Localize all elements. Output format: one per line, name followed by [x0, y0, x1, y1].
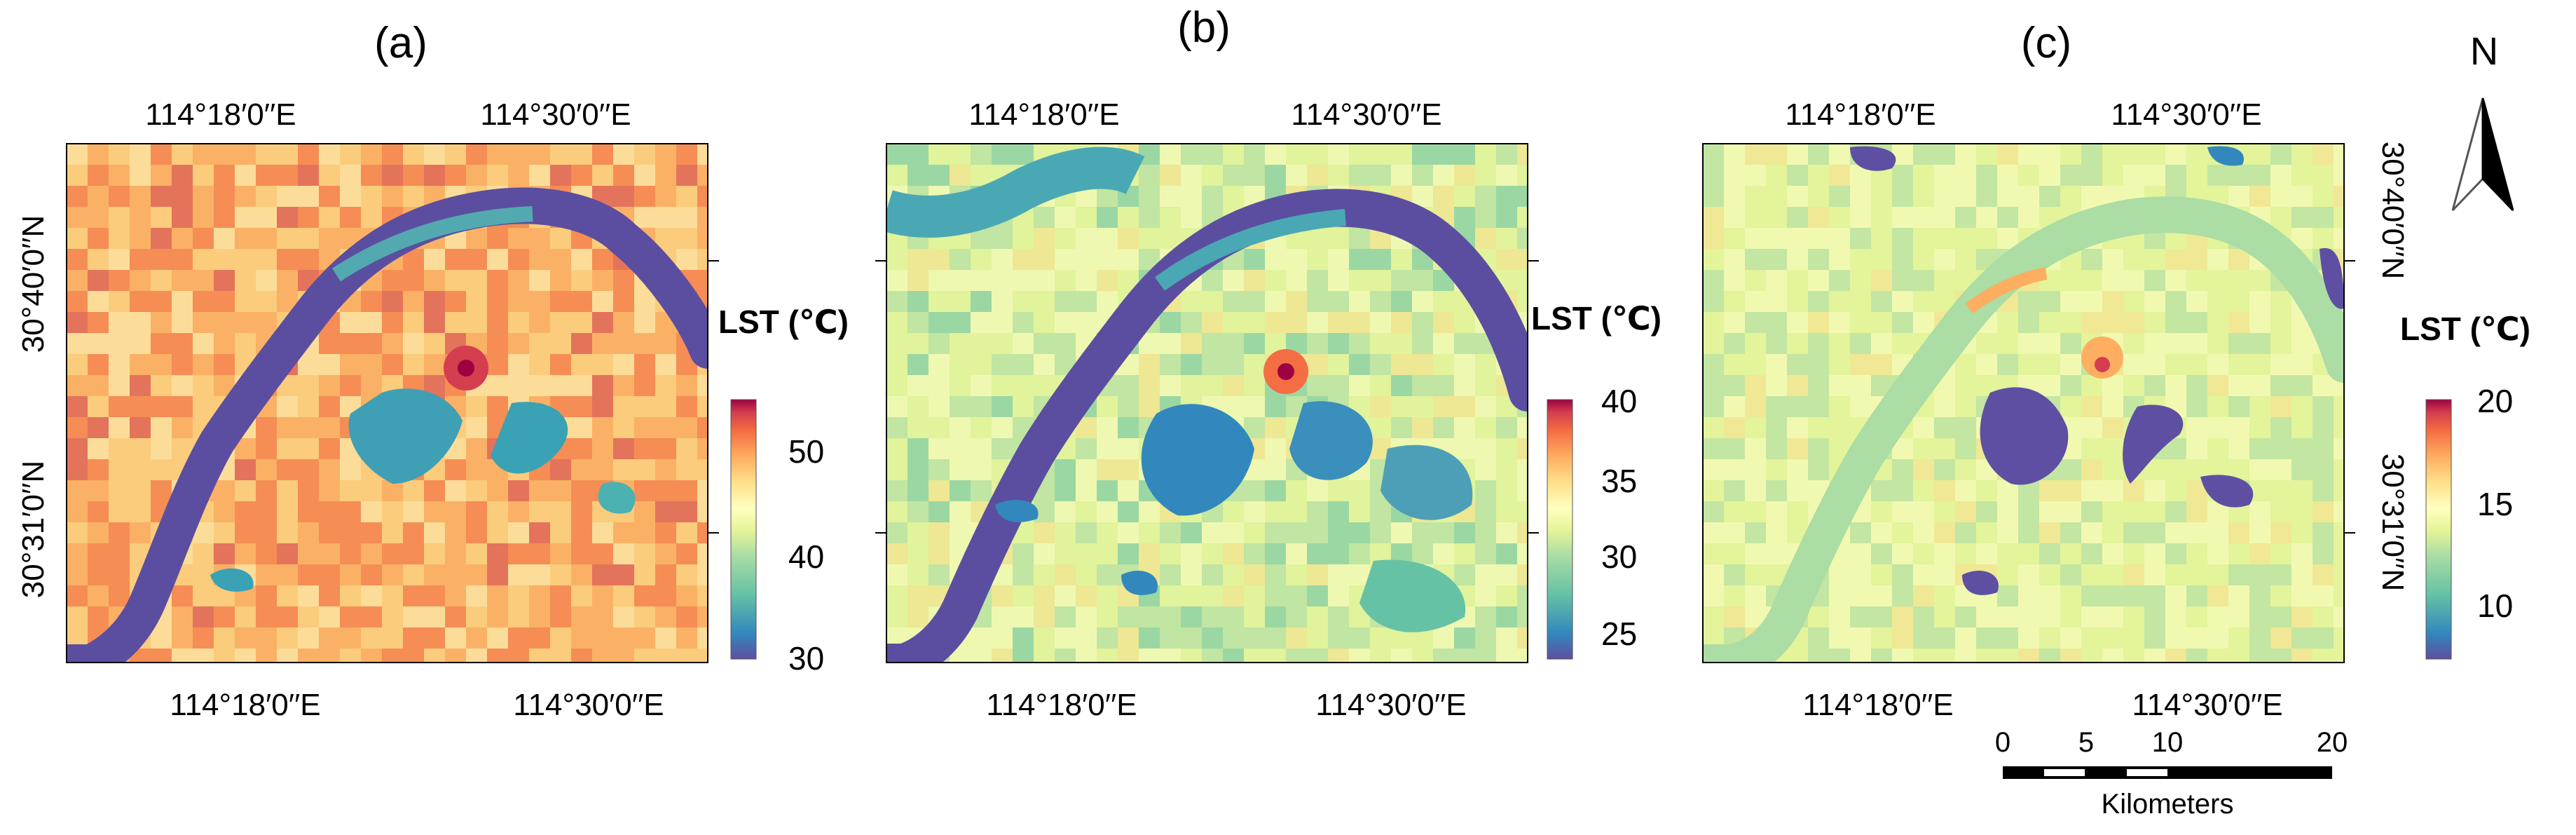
panel-c-legend-tick-15: 15 [2477, 486, 2513, 522]
panel-c-top-coord-1: 114°18′0′′E [1785, 97, 1936, 132]
panel-b-bottom-coord-1: 114°18′0′′E [986, 688, 1137, 722]
panel-b-legend-tick-35: 35 [1601, 463, 1637, 499]
panel-a-legend-tick-40: 40 [788, 538, 824, 575]
panel-a-top-coord-1: 114°18′0′′E [145, 97, 296, 132]
panel-c-top-coord-2: 114°30′0′′E [2111, 97, 2261, 132]
scale-bar-unit: Kilometers [2102, 789, 2234, 820]
panel-a-label: (a) [374, 19, 427, 67]
panel-b-colorbar [1547, 399, 1573, 660]
panel-c-legend-tick-10: 10 [2477, 588, 2513, 624]
panel-c-bottom-coord-2: 114°30′0′′E [2132, 688, 2282, 722]
panel-c-lat-coord-1: 30°40′0′′N [2376, 142, 2410, 279]
panel-b-top-coord-2: 114°30′0′′E [1291, 97, 1441, 132]
scale-bar-tick-0: 0 [1995, 727, 2010, 758]
panel-b-top-coord-1: 114°18′0′′E [968, 97, 1119, 132]
panel-c-legend-tick-20: 20 [2477, 383, 2513, 419]
panel-c-bottom-coord-1: 114°18′0′′E [1802, 688, 1953, 722]
panel-a-legend-tick-50: 50 [788, 433, 824, 470]
north-arrow-label: N [2470, 29, 2498, 73]
scale-bar-tick-20: 20 [2317, 727, 2348, 758]
panel-b-bottom-coord-2: 114°30′0′′E [1315, 688, 1466, 722]
panel-a-legend-title: LST (℃) [718, 304, 849, 340]
north-arrow-icon: N [2451, 29, 2514, 212]
panel-a-map [67, 144, 708, 663]
scale-bar: 0 5 10 20 Kilometers [1995, 727, 2348, 820]
scale-bar-tick-10: 10 [2152, 727, 2184, 758]
panel-a: (a) 114°18′0′′E 114°30′0′′E 30°40′0′′N 3… [16, 19, 849, 722]
panel-a-colorbar [730, 399, 757, 660]
panel-c-colorbar [2425, 399, 2452, 660]
panel-b-label: (b) [1177, 4, 1231, 52]
panel-c-legend-title: LST (℃) [2400, 311, 2530, 347]
panel-b-legend-tick-30: 30 [1601, 538, 1637, 575]
panel-a-bottom-coord-1: 114°18′0′′E [170, 688, 320, 722]
panel-c-map [1703, 144, 2344, 663]
panel-b-map [886, 144, 1528, 663]
panel-c-lat-coord-2: 30°31′0′′N [2376, 454, 2410, 591]
panel-a-lat-coord-1: 30°40′0′′N [16, 215, 50, 353]
panel-a-legend-tick-30: 30 [788, 640, 824, 677]
panel-b-legend-tick-25: 25 [1601, 616, 1637, 652]
panel-b-legend-tick-40: 40 [1601, 383, 1637, 419]
panel-a-lat-coord-2: 30°31′0′′N [16, 461, 50, 598]
panel-a-top-coord-2: 114°30′0′′E [480, 97, 631, 132]
panel-b-legend-title: LST (℃) [1531, 300, 1662, 337]
panel-c: (c) 114°18′0′′E 114°30′0′′E 30°40′0′′N 3… [1702, 19, 2530, 722]
scale-bar-tick-5: 5 [2078, 727, 2094, 758]
panel-b: (b) 114°18′0′′E 114°30′0′′E 114°18′0′′E … [875, 4, 1662, 722]
panel-a-bottom-coord-2: 114°30′0′′E [513, 688, 664, 722]
panel-c-label: (c) [2021, 19, 2071, 67]
